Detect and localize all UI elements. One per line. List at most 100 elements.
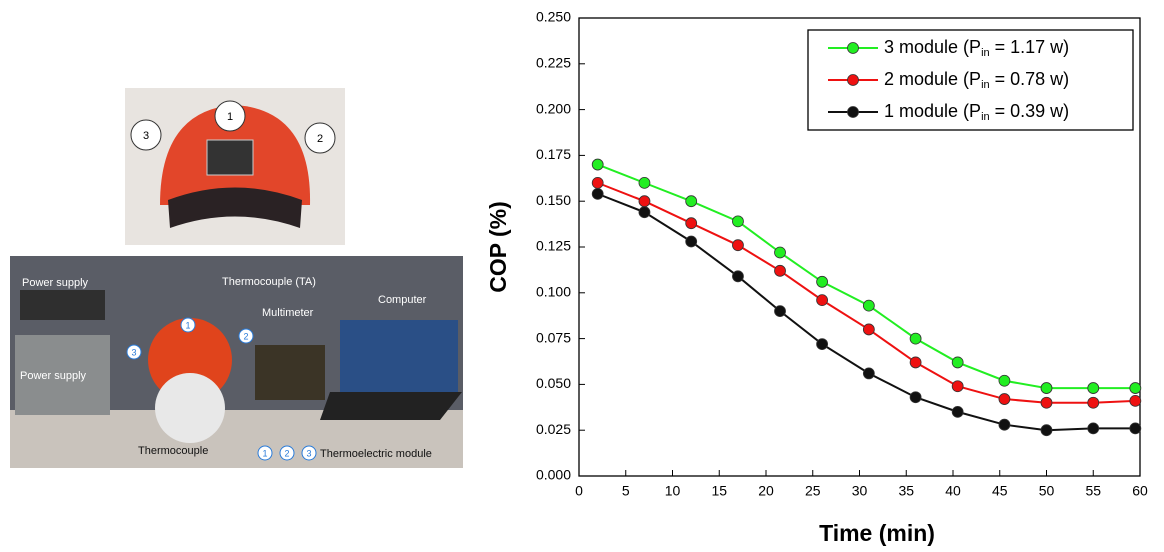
photo-label: Multimeter — [262, 307, 314, 319]
data-point — [909, 356, 922, 369]
data-point — [732, 239, 744, 252]
data-point — [774, 305, 786, 318]
data-point — [1040, 396, 1053, 409]
y-tick-label: 0.200 — [536, 100, 571, 116]
power-supply — [20, 290, 105, 320]
photo-label: Computer — [378, 294, 427, 306]
data-point — [998, 374, 1011, 387]
x-tick-label: 5 — [622, 483, 630, 499]
module-window — [206, 139, 254, 176]
data-point — [685, 217, 698, 230]
photo-label: Thermocouple — [138, 445, 208, 457]
power-supply — [15, 335, 110, 415]
x-tick-label: 50 — [1039, 483, 1055, 499]
helmet-visor — [168, 187, 302, 228]
head-form — [155, 373, 225, 443]
label-circle — [214, 100, 246, 132]
legend-marker — [847, 42, 859, 54]
data-point — [1129, 422, 1142, 435]
laptop-base — [320, 392, 462, 420]
x-tick-label: 45 — [992, 483, 1008, 499]
y-tick-label: 0.100 — [536, 284, 571, 300]
data-point — [685, 195, 698, 208]
data-point — [1040, 382, 1053, 394]
module-label: 2 — [284, 448, 289, 458]
y-tick-label: 0.025 — [536, 421, 571, 437]
module-label: 3 — [306, 448, 311, 458]
data-point — [638, 195, 651, 208]
data-point — [1087, 382, 1100, 394]
x-tick-label: 60 — [1132, 483, 1148, 499]
x-tick-label: 55 — [1085, 483, 1101, 499]
photo-label: Thermocouple (TA) — [222, 276, 316, 288]
multimeters — [255, 345, 325, 400]
y-tick-label: 0.175 — [536, 146, 571, 162]
data-point — [862, 367, 875, 380]
data-point — [638, 206, 651, 219]
data-point — [909, 391, 922, 404]
series-line — [597, 163, 1136, 390]
data-point — [774, 264, 786, 277]
module-label: 1 — [185, 320, 190, 330]
legend-label: 1 module (Pin = 0.39 w) — [884, 101, 1069, 123]
data-point — [951, 356, 964, 369]
module-label: 2 — [243, 331, 248, 341]
label-circle — [279, 445, 295, 461]
x-tick-label: 0 — [575, 483, 583, 499]
data-point — [816, 294, 828, 307]
y-tick-label: 0.150 — [536, 192, 571, 208]
x-tick-label: 15 — [711, 483, 727, 499]
legend-marker — [847, 74, 859, 86]
photo-label: Power supply — [22, 277, 89, 289]
setup-photo: Power supply Thermocouple (TA) Multimete… — [10, 256, 463, 468]
data-point — [591, 187, 604, 200]
laptop-screen — [340, 320, 458, 392]
x-tick-label: 25 — [805, 483, 821, 499]
photo-label: Power supply — [20, 370, 87, 382]
x-tick-label: 40 — [945, 483, 961, 499]
y-tick-label: 0.225 — [536, 55, 571, 71]
legend-label: 3 module (Pin = 1.17 w) — [884, 37, 1069, 59]
legend-label: 2 module (Pin = 0.78 w) — [884, 69, 1069, 91]
y-tick-label: 0.075 — [536, 329, 571, 345]
y-tick-label: 0.000 — [536, 467, 571, 483]
x-tick-label: 20 — [758, 483, 774, 499]
module-label: 1 — [227, 111, 233, 123]
label-circle — [301, 445, 317, 461]
data-point — [638, 176, 651, 189]
x-tick-label: 30 — [852, 483, 868, 499]
x-axis-title: Time (min) — [819, 520, 935, 546]
data-point — [732, 270, 744, 283]
data-point — [685, 235, 698, 248]
legend-marker — [847, 106, 859, 118]
data-point — [732, 215, 744, 228]
label-circle — [238, 328, 254, 344]
label-circle — [304, 122, 336, 154]
data-point — [951, 405, 964, 418]
data-point — [862, 299, 875, 312]
module-label: 1 — [262, 448, 267, 458]
x-tick-label: 10 — [665, 483, 681, 499]
label-circle — [180, 317, 196, 333]
data-point — [1129, 394, 1142, 407]
label-circle — [257, 445, 273, 461]
x-tick-label: 35 — [898, 483, 914, 499]
y-tick-label: 0.125 — [536, 238, 571, 254]
data-point — [1040, 424, 1053, 437]
y-tick-label: 0.250 — [536, 9, 571, 25]
module-label: 2 — [317, 133, 323, 145]
photo-label: Thermoelectric module — [320, 448, 432, 460]
data-point — [816, 338, 828, 350]
data-point — [816, 275, 828, 288]
module-label: 3 — [143, 130, 149, 142]
helmet-photo: 1 3 2 — [125, 88, 345, 245]
data-point — [909, 332, 922, 345]
data-point — [862, 323, 875, 336]
label-circle — [126, 344, 142, 360]
data-point — [1087, 422, 1100, 435]
data-point — [998, 418, 1011, 431]
module-label: 3 — [131, 347, 136, 357]
data-point — [951, 380, 964, 393]
y-tick-label: 0.050 — [536, 375, 571, 391]
